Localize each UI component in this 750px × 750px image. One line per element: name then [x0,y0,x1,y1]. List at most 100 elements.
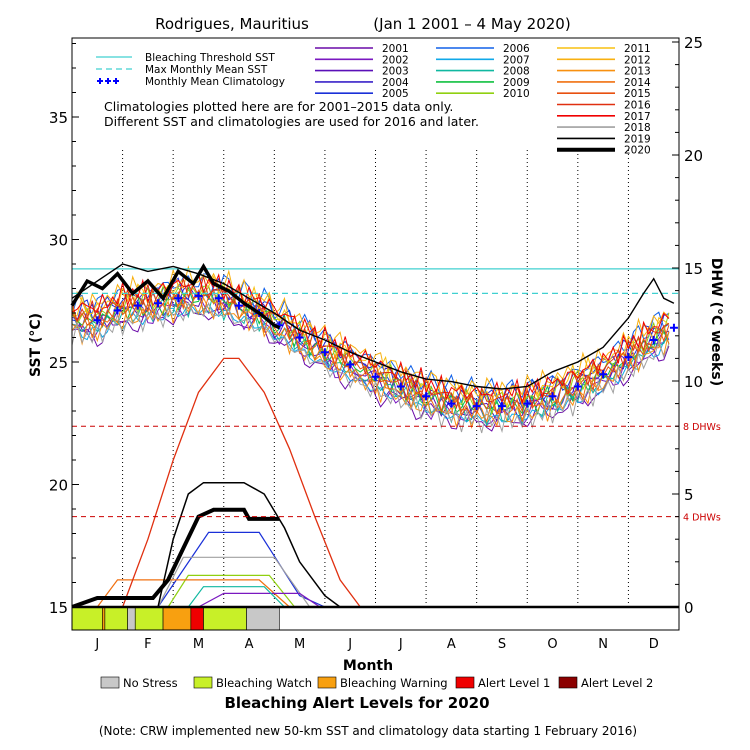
alert-legend-label: Alert Level 2 [581,676,653,690]
legend-year-label: 2009 [503,77,530,89]
chart-title: Rodrigues, Mauritius [155,15,309,33]
alert-segment [102,606,106,631]
legend-year-label: 2001 [382,43,409,55]
climatology-point [194,291,203,300]
climatology-point [599,370,608,379]
climatology-point [174,294,183,303]
climatology-point [371,372,380,381]
climatology-point [472,402,481,411]
legend-plus-marker [105,78,111,84]
dhw-line [187,586,285,608]
month-tick-label: A [447,637,456,652]
month-tick-label: J [347,637,352,652]
climatology-point [649,335,658,344]
alert-legend-swatch [558,676,578,689]
dhw-line [157,531,326,608]
legend-year-label: 2008 [503,66,530,78]
legend-year-label: 2017 [624,111,651,123]
alert-segment [246,606,280,631]
climatology-point [497,402,506,411]
climatology-point [346,360,355,369]
month-tick-label: J [398,637,403,652]
month-tick-label: F [144,637,151,652]
axes: 15 20 25 30 35 0 5 10 15 20 25 J F M A M J J A S O N D [49,34,703,652]
alert-legend-label: No Stress [123,676,178,690]
dhw-line-2016 [121,357,361,608]
legend-line-label: Max Monthly Mean SST [145,64,268,76]
alert-legend-label: Bleaching Warning [340,676,448,690]
alert-segment [134,606,164,631]
legend-year-label: 2007 [503,54,530,66]
month-tick-label: A [245,637,254,652]
legend-year-label: 2014 [624,77,651,89]
legend-year-label: 2005 [382,88,409,100]
sst-line-2018 [71,301,670,434]
alert-legend-label: Alert Level 1 [478,676,550,690]
alert-segment [162,606,192,631]
climatology-point [320,348,329,357]
dhw-ref-label: 4 DHWs [683,513,721,524]
sst-line-2015 [71,281,670,416]
climatology-point [93,316,102,325]
month-tick-label: O [547,637,557,652]
month-tick-label: M [193,637,204,652]
legend-year-label: 2019 [624,133,651,145]
alert-legend-swatch [455,676,475,689]
month-tick-label: N [598,637,608,652]
dhw-tick-label: 15 [684,260,703,278]
dhw-tick-label: 25 [684,34,703,52]
month-tick-label: S [498,637,506,652]
alert-segment [104,606,128,631]
sst-tick-label: 20 [49,477,68,495]
legend-year-label: 2004 [382,77,409,89]
climatology-point [422,392,431,401]
climatology-point [573,382,582,391]
dhw-tick-label: 0 [684,599,694,617]
footnote: (Note: CRW implemented new 50-km SST and… [99,724,637,738]
legend-year-label: 2020 [624,145,651,157]
sst-line-2016 [71,276,670,412]
sst-line-2017 [71,272,670,404]
sst-line-2019 [71,263,675,390]
legend-line-label: Monthly Mean Climatology [145,76,285,88]
sst-tick-label: 30 [49,232,68,250]
climatology-point [113,306,122,315]
legend-plus-marker [113,78,119,84]
background-year-lines [71,265,670,434]
dhw-lines [71,357,361,609]
dhw-tick-label: 5 [684,486,694,504]
climatology-point [214,294,223,303]
x-axis-label: Month [343,658,393,674]
note-line-1: Climatologies plotted here are for 2001–… [104,99,453,114]
sst-tick-label: 25 [49,354,68,372]
main-series [70,263,678,411]
alert-segment [190,606,204,631]
climatology-point [396,382,405,391]
legend-year-label: 2013 [624,66,651,78]
climatology-point [447,399,456,408]
legend-line-label: Bleaching Threshold SST [145,52,275,64]
reference-lines: 8 DHWs 4 DHWs [72,268,721,524]
sst-line-2012 [71,265,670,403]
legend-year-label: 2012 [624,54,651,66]
climatology-point [295,333,304,342]
y-axis-label-right: DHW (°C weeks) [708,258,724,386]
legend-year-label: 2002 [382,54,409,66]
y-axis-label-left: SST (°C) [28,313,44,377]
climatology-point [133,301,142,310]
climatology-point [669,323,678,332]
alert-legend-swatch [100,676,120,689]
plot-frame [71,37,680,631]
sst-line-2013 [71,295,670,429]
alert-segment [127,606,136,631]
climatology-point [234,301,243,310]
alert-legend-swatch [193,676,213,689]
legend-year-label: 2018 [624,122,651,134]
legend-year-label: 2010 [503,88,530,100]
alert-legend-swatch [317,676,337,689]
legend-year-label: 2016 [624,100,651,112]
note-line-2: Different SST and climatologies are used… [104,114,479,129]
climatology-point [523,399,532,408]
dhw-line [198,592,321,608]
